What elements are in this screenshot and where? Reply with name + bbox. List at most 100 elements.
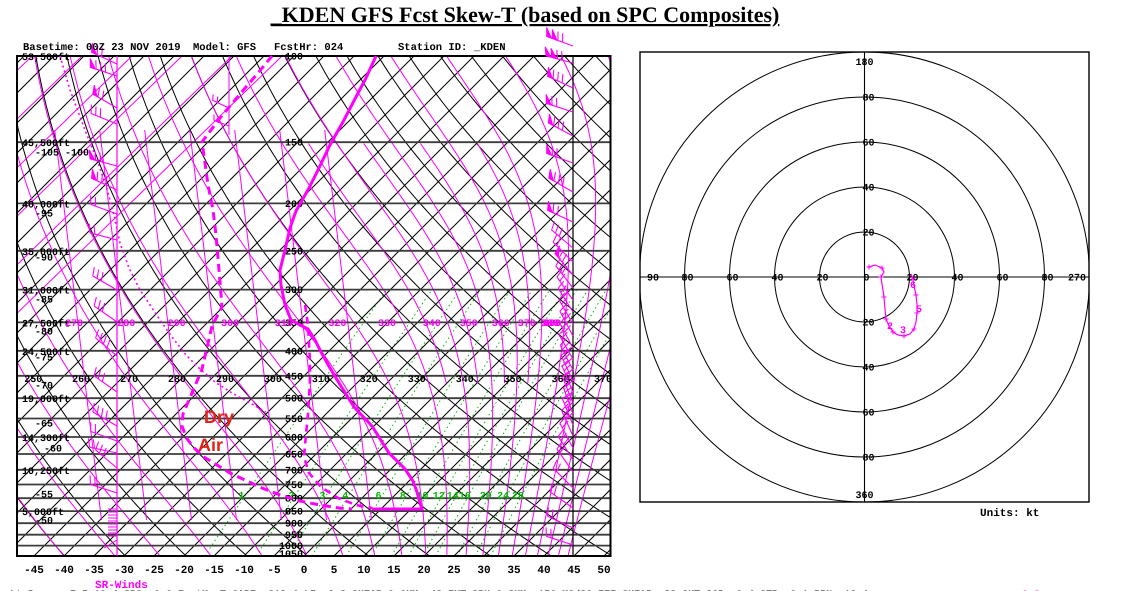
svg-text:260: 260 (72, 375, 90, 386)
svg-text:0: 0 (301, 565, 308, 577)
svg-text:360: 360 (552, 375, 570, 386)
svg-text:20: 20 (816, 274, 828, 285)
svg-text:310: 310 (275, 319, 293, 330)
svg-text:450: 450 (285, 372, 303, 383)
svg-text:300: 300 (285, 286, 303, 297)
svg-text:290: 290 (216, 375, 234, 386)
svg-text:6: 6 (910, 281, 916, 292)
svg-text:5: 5 (916, 305, 922, 316)
svg-text:80: 80 (1041, 274, 1053, 285)
svg-text:250: 250 (24, 375, 42, 386)
svg-text:400: 400 (543, 319, 561, 330)
svg-text:400: 400 (285, 347, 303, 358)
svg-text:20: 20 (862, 319, 874, 330)
svg-text:80: 80 (862, 94, 874, 105)
svg-text:6: 6 (375, 492, 381, 503)
svg-text:310: 310 (312, 375, 330, 386)
svg-text:45,500ft: 45,500ft (22, 138, 70, 150)
svg-text:40: 40 (862, 364, 874, 375)
svg-text:270: 270 (1068, 274, 1086, 285)
svg-text:Basetime: 00Z 23 NOV 2019: Basetime: 00Z 23 NOV 2019 (23, 42, 181, 54)
svg-text:350: 350 (504, 375, 522, 386)
svg-text:40: 40 (771, 274, 783, 285)
svg-text:500: 500 (285, 395, 303, 406)
svg-text:31,000ft: 31,000ft (22, 286, 70, 298)
svg-text:280: 280 (117, 319, 135, 330)
svg-text:20: 20 (480, 492, 492, 503)
svg-text:330: 330 (408, 375, 426, 386)
svg-text:-65: -65 (35, 420, 53, 431)
svg-text:-15: -15 (204, 565, 224, 577)
svg-text:20: 20 (417, 565, 430, 577)
svg-text:12: 12 (433, 492, 445, 503)
svg-text:4: 4 (342, 492, 348, 503)
svg-text:5: 5 (331, 565, 338, 577)
svg-text:10: 10 (416, 492, 428, 503)
svg-text:27,500ft: 27,500ft (22, 318, 70, 330)
svg-text:-85: -85 (35, 296, 53, 307)
svg-text:-60: -60 (44, 445, 62, 456)
svg-text:270: 270 (65, 319, 83, 330)
svg-text:3: 3 (319, 492, 325, 503)
svg-text:Model: GFS: Model: GFS (193, 42, 256, 54)
svg-text:60: 60 (862, 409, 874, 420)
svg-text:40: 40 (951, 274, 963, 285)
svg-text:950: 950 (285, 531, 303, 542)
svg-text:850: 850 (285, 508, 303, 519)
svg-text:700: 700 (285, 466, 303, 477)
svg-text:60: 60 (726, 274, 738, 285)
svg-text:60: 60 (996, 274, 1008, 285)
svg-text:14,300ft: 14,300ft (22, 433, 70, 445)
svg-text:14: 14 (447, 492, 459, 503)
svg-text:40,000ft: 40,000ft (22, 199, 70, 211)
svg-text:-75: -75 (35, 354, 53, 365)
svg-text:16: 16 (459, 492, 471, 503)
svg-text:180: 180 (855, 58, 873, 69)
svg-text:350: 350 (285, 319, 303, 330)
svg-text:LtgParam= 7.5 10.4 SBC= 0.0: LtgParam= 7.5 10.4 SBC= 0.0 FcstMaxT CAP… (10, 589, 868, 591)
svg-text:360: 360 (855, 491, 873, 502)
svg-text:150: 150 (285, 139, 303, 150)
svg-text:25: 25 (447, 565, 461, 577)
svg-text:35: 35 (507, 565, 521, 577)
svg-text:-90: -90 (35, 254, 53, 265)
svg-text:40: 40 (862, 184, 874, 195)
svg-text:10: 10 (357, 565, 370, 577)
svg-text:340: 340 (423, 319, 441, 330)
svg-text:300: 300 (264, 375, 282, 386)
svg-text:330: 330 (378, 319, 396, 330)
svg-text:Station ID:: Station ID: (398, 42, 467, 54)
svg-text:550: 550 (285, 415, 303, 426)
svg-text:19,000ft: 19,000ft (22, 394, 70, 406)
svg-text:370: 370 (594, 375, 612, 386)
svg-text:-95: -95 (35, 210, 53, 221)
svg-text:-30: -30 (114, 565, 134, 577)
svg-text:-5: -5 (267, 565, 281, 577)
svg-text:5,000ft: 5,000ft (22, 507, 64, 519)
svg-text:35,000ft: 35,000ft (22, 247, 70, 259)
svg-text:250: 250 (285, 247, 303, 258)
svg-text:8: 8 (400, 492, 406, 503)
svg-text:-35: -35 (84, 565, 104, 577)
svg-text:800: 800 (285, 495, 303, 506)
svg-text:320: 320 (328, 319, 346, 330)
svg-text:350: 350 (460, 319, 478, 330)
svg-text:FcstHr: 024: FcstHr: 024 (274, 42, 343, 54)
svg-text:_KDEN: _KDEN (473, 42, 506, 54)
svg-text:80: 80 (681, 274, 693, 285)
svg-text:15: 15 (387, 565, 401, 577)
svg-text:SR-Winds: SR-Winds (95, 580, 148, 591)
svg-text:2: 2 (887, 322, 893, 333)
svg-text:320: 320 (360, 375, 378, 386)
svg-text:_KDEN GFS Fcst Skew-T (based o: _KDEN GFS Fcst Skew-T (based on SPC Comp… (270, 2, 780, 27)
svg-text:60: 60 (862, 139, 874, 150)
svg-text:30: 30 (477, 565, 490, 577)
svg-text:28: 28 (512, 492, 524, 503)
svg-text:10,250ft: 10,250ft (22, 466, 70, 478)
svg-text:200: 200 (285, 200, 303, 211)
svg-text:50: 50 (597, 565, 610, 577)
svg-text:750: 750 (285, 481, 303, 492)
svg-text:390: 390 (543, 319, 561, 330)
svg-text:650: 650 (285, 451, 303, 462)
svg-text:-55: -55 (35, 491, 53, 502)
